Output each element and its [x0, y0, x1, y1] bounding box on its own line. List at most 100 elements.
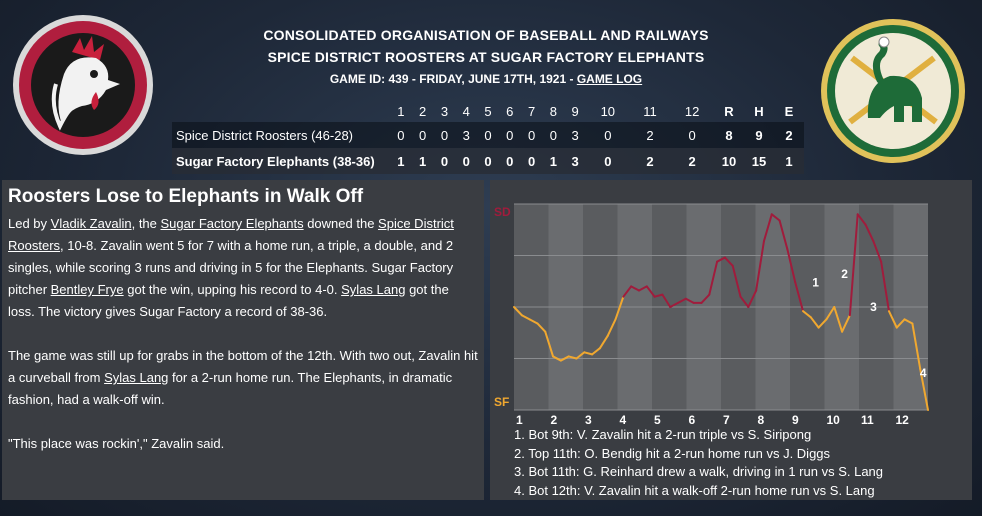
inning-score: 0 — [440, 153, 449, 169]
win-probability-segment — [856, 213, 867, 226]
win-probability-segment — [700, 293, 711, 304]
win-probability-segment — [559, 355, 570, 362]
story-headline: Roosters Lose to Elephants in Walk Off — [8, 186, 364, 207]
inning-score: 2 — [646, 127, 654, 143]
total-errors: 2 — [785, 127, 793, 143]
inning-header: 7 — [527, 103, 536, 119]
win-probability-segment — [630, 285, 640, 292]
roosters-logo — [13, 15, 153, 155]
game-story-panel: Roosters Lose to Elephants in Walk Off L… — [2, 180, 484, 500]
inning-score: 0 — [440, 127, 449, 143]
inning-tick-label: 6 — [689, 413, 696, 426]
team-name-roosters[interactable]: Spice District Roosters (46-28) — [176, 127, 353, 143]
inning-score: 1 — [397, 153, 405, 169]
errors-header: E — [784, 103, 794, 119]
inning-header: 9 — [571, 103, 579, 119]
inning-header: 10 — [600, 103, 616, 119]
story-text: Led by — [8, 216, 51, 231]
total-runs: 10 — [721, 153, 737, 169]
key-play-item: 2. Top 11th: O. Bendig hit a 2-run home … — [514, 445, 831, 461]
story-text: for a 2-run home run. The Elephants, in … — [8, 370, 453, 407]
linescore-header-row: 1 2 3 4 5 6 7 8 9 10 11 12 R H E — [172, 100, 804, 122]
inning-header: 5 — [484, 103, 492, 119]
total-hits: 9 — [755, 127, 763, 143]
roosters-axis-label: SD — [494, 205, 511, 219]
total-runs: 8 — [725, 127, 733, 143]
inning-score: 3 — [571, 127, 579, 143]
runs-header: R — [724, 103, 734, 119]
inning-score: 2 — [688, 153, 696, 169]
win-probability-panel: SD SF 1 2 3 4 5 6 7 8 9 10 11 12 1 2 3 4 1. Bot 9th: V. Z… — [490, 180, 972, 500]
win-probability-segment — [880, 260, 890, 313]
team-link-roosters[interactable]: Spice District Roosters — [8, 216, 454, 253]
inning-tick-label: 1 — [516, 413, 523, 426]
game-info: GAME ID: 439 - FRIDAY, JUNE 17TH, 1921 -… — [172, 70, 800, 88]
table-row: Spice District Roosters (46-28) 0 0 0 3 … — [172, 122, 804, 148]
inning-header: 6 — [506, 103, 514, 119]
win-probability-segment — [778, 219, 789, 251]
win-probability-segment — [661, 293, 672, 308]
win-probability-segment — [887, 310, 898, 329]
inning-tick-label: 8 — [758, 413, 765, 426]
win-probability-segment — [841, 314, 851, 333]
inning-score: 2 — [646, 153, 654, 169]
team-link-elephants[interactable]: Sugar Factory Elephants — [160, 216, 304, 231]
win-probability-segment — [762, 213, 773, 243]
inning-score: 3 — [571, 153, 579, 169]
story-text: , 10-8. Zavalin went 5 for 7 with a home… — [8, 238, 454, 297]
matchup-title: SPICE DISTRICT ROOSTERS AT SUGAR FACTORY… — [267, 49, 705, 65]
team-column-header — [172, 100, 390, 122]
inning-score: 0 — [506, 127, 514, 143]
player-link-zavalin[interactable]: Vladik Zavalin — [50, 216, 132, 231]
inning-score: 0 — [397, 127, 405, 143]
story-paragraph: The game was still up for grabs in the b… — [8, 345, 478, 411]
table-row: Sugar Factory Elephants (38-36) 1 1 0 0 … — [172, 148, 804, 174]
win-probability-segment — [716, 256, 726, 263]
win-probability-segment — [919, 367, 929, 411]
inning-tick-label: 9 — [792, 413, 799, 426]
win-probability-segment — [669, 301, 680, 308]
key-play-item: 3. Bot 11th: G. Reinhard drew a walk, dr… — [514, 464, 884, 479]
inning-score: 0 — [604, 127, 612, 143]
player-link-lang[interactable]: Sylas Lang — [341, 282, 406, 297]
win-probability-segment — [770, 213, 781, 222]
story-text: , the — [131, 216, 161, 231]
story-paragraph: Led by Vladik Zavalin, the Sugar Factory… — [8, 213, 478, 323]
inning-score: 0 — [419, 127, 427, 143]
key-play-marker: 3 — [870, 300, 877, 314]
team-name-elephants[interactable]: Sugar Factory Elephants (38-36) — [176, 153, 375, 169]
inning-score: 3 — [462, 127, 470, 143]
key-plays-list: 1. Bot 9th: V. Zavalin hit a 2-run tripl… — [514, 426, 883, 500]
win-probability-segment — [591, 347, 601, 356]
player-link-frye[interactable]: Bentley Frye — [50, 282, 124, 297]
inning-score: 0 — [527, 153, 536, 169]
win-probability-segment — [677, 297, 687, 304]
game-log-link[interactable]: GAME LOG — [576, 72, 643, 86]
linescore-table: 1 2 3 4 5 6 7 8 9 10 11 12 R H E Spice D… — [172, 100, 804, 174]
key-play-marker: 2 — [841, 267, 848, 281]
inning-score: 0 — [527, 127, 536, 143]
total-hits: 15 — [751, 153, 767, 169]
win-probability-segment — [848, 213, 859, 317]
inning-score: 0 — [484, 153, 492, 169]
win-probability-segment — [614, 295, 625, 321]
inning-tick-label: 7 — [723, 413, 730, 426]
inning-tick-label: 3 — [585, 413, 592, 426]
league-title: CONSOLIDATED ORGANISATION OF BASEBALL AN… — [263, 27, 709, 43]
win-probability-segment — [731, 264, 742, 298]
inning-header: 8 — [549, 103, 557, 119]
story-text: downed the — [303, 216, 379, 231]
story-text: got the win, upping his record to 4-0. — [123, 282, 342, 297]
inning-tick-label: 4 — [620, 413, 627, 426]
inning-header: 3 — [440, 103, 449, 119]
key-play-marker: 1 — [812, 275, 819, 289]
player-link-lang[interactable]: Sylas Lang — [104, 370, 169, 385]
win-probability-segment — [583, 351, 594, 356]
win-probability-segment — [817, 318, 828, 329]
win-probability-segment — [552, 355, 562, 362]
story-text: The game was still up for grabs in the b… — [8, 348, 478, 385]
inning-score: 0 — [484, 127, 492, 143]
win-probability-segment — [802, 310, 812, 319]
win-probability-segment — [864, 223, 875, 243]
win-probability-segment — [903, 318, 914, 325]
